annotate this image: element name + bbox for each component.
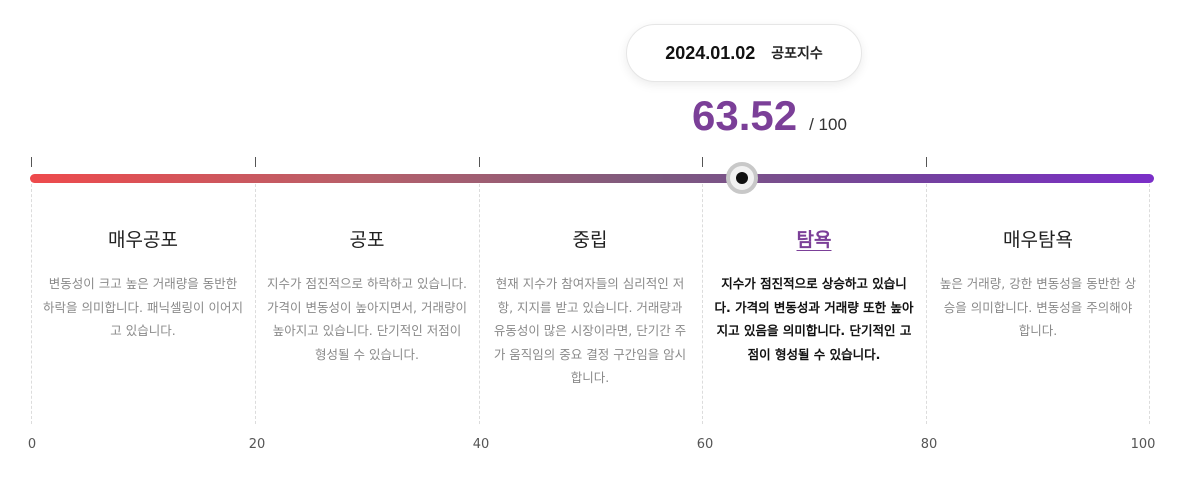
zone-description: 높은 거래량, 강한 변동성을 동반한 상승을 의미합니다. 변동성을 주의해야… <box>939 276 1137 338</box>
zone-divider <box>1149 184 1150 424</box>
scale-label: 0 <box>27 437 37 452</box>
date-tooltip: 2024.01.02 공포지수 <box>626 24 862 82</box>
scale-label: 80 <box>920 437 938 452</box>
zone-description: 현재 지수가 참여자들의 심리적인 저항, 지지를 받고 있습니다. 거래량과 … <box>493 276 687 385</box>
scale-tick <box>31 157 32 167</box>
zone-title-active[interactable]: 탐욕 <box>796 229 832 251</box>
scale-label: 20 <box>248 437 266 452</box>
zone-divider <box>702 184 703 424</box>
zone-divider <box>255 184 256 424</box>
zone-extreme-fear: 매우공포 변동성이 크고 높은 거래량을 동반한 하락을 의미합니다. 패닉셀링… <box>43 226 243 343</box>
zone-description: 지수가 점진적으로 상승하고 있습니다. 가격의 변동성과 거래량 또한 높아지… <box>714 276 914 362</box>
zone-extreme-greed: 매우탐욕 높은 거래량, 강한 변동성을 동반한 상승을 의미합니다. 변동성을… <box>938 226 1138 343</box>
tooltip-date: 2024.01.02 <box>665 42 756 63</box>
zone-greed: 탐욕 지수가 점진적으로 상승하고 있습니다. 가격의 변동성과 거래량 또한 … <box>714 226 914 366</box>
zone-title: 매우공포 <box>108 229 178 251</box>
tooltip-label: 공포지수 <box>771 46 823 62</box>
index-gradient-bar <box>30 174 1154 183</box>
zone-title: 중립 <box>572 229 608 251</box>
zone-neutral: 중립 현재 지수가 참여자들의 심리적인 저항, 지지를 받고 있습니다. 거래… <box>490 226 690 390</box>
zone-divider <box>479 184 480 424</box>
zone-divider <box>926 184 927 424</box>
zone-title: 공포 <box>349 229 385 251</box>
zone-description: 지수가 점진적으로 하락하고 있습니다. 가격이 변동성이 높아지면서, 거래량… <box>267 276 467 362</box>
zone-divider <box>31 184 32 424</box>
zone-title: 매우탐욕 <box>1003 229 1073 251</box>
index-marker[interactable] <box>726 162 758 194</box>
zone-description: 변동성이 크고 높은 거래량을 동반한 하락을 의미합니다. 패닉셀링이 이어지… <box>43 276 243 338</box>
scale-tick <box>255 157 256 167</box>
index-max: / 100 <box>809 115 847 134</box>
zone-fear: 공포 지수가 점진적으로 하락하고 있습니다. 가격이 변동성이 높아지면서, … <box>267 226 467 366</box>
index-value: 63.52 <box>692 92 798 139</box>
scale-tick <box>702 157 703 167</box>
marker-dot <box>736 172 748 184</box>
scale-label: 60 <box>696 437 714 452</box>
scale-label: 100 <box>1130 437 1156 452</box>
scale-tick <box>479 157 480 167</box>
scale-tick <box>926 157 927 167</box>
scale-label: 40 <box>472 437 490 452</box>
current-index-readout: 63.52 / 100 <box>692 92 847 140</box>
